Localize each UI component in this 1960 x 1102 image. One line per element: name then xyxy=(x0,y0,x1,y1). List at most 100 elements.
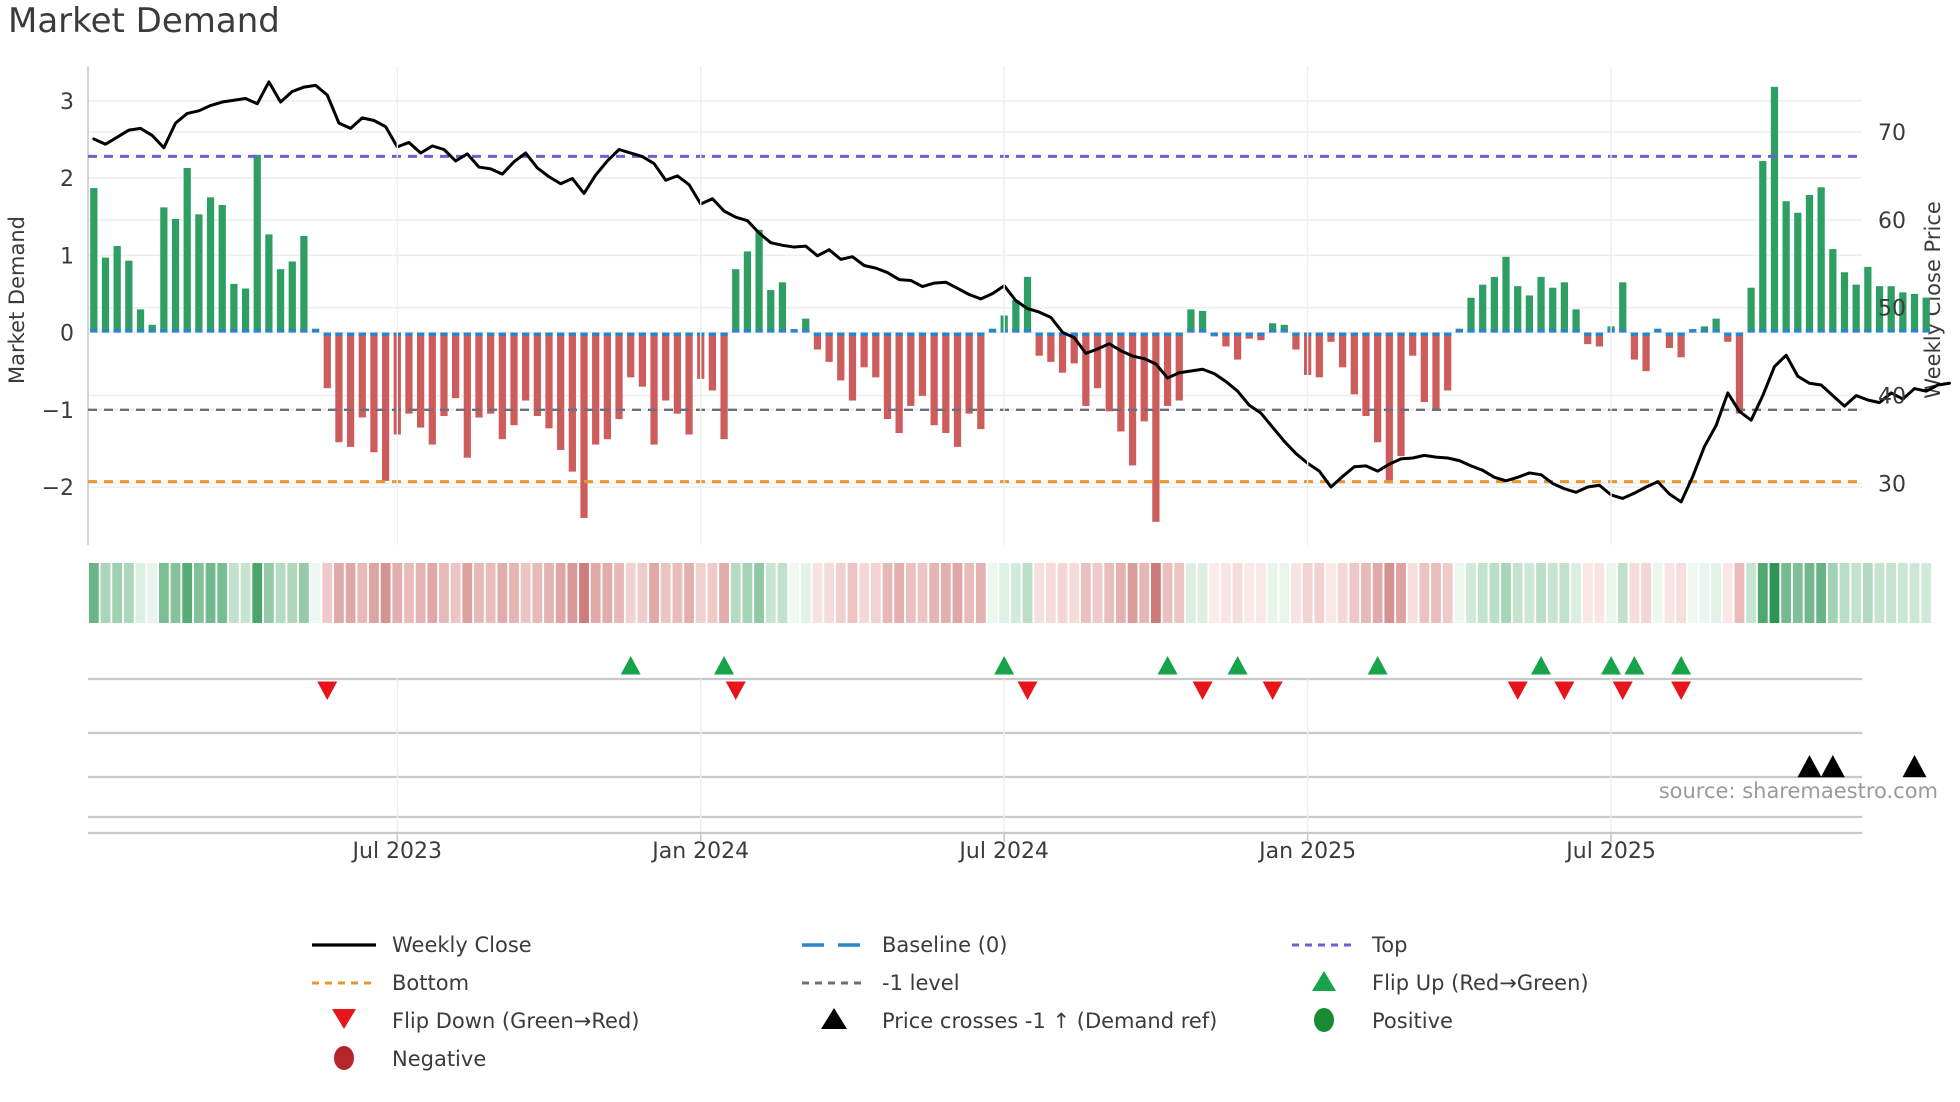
flip-down-marker xyxy=(1507,681,1528,700)
demand-bar xyxy=(1922,297,1930,333)
demand-bar xyxy=(813,332,822,350)
demand-bar xyxy=(148,324,156,333)
heatmap-cell xyxy=(158,563,169,623)
baseline-stub xyxy=(895,332,903,337)
demand-bar xyxy=(615,332,623,420)
heatmap-cell xyxy=(112,563,123,623)
demand-bar xyxy=(1327,332,1335,342)
demand-bar xyxy=(346,332,355,447)
heatmap-cell xyxy=(135,563,146,623)
baseline-stub xyxy=(650,332,658,337)
heatmap-cell xyxy=(147,563,158,623)
heatmap-cell xyxy=(1489,563,1500,623)
demand-bar xyxy=(918,332,927,396)
demand-bar xyxy=(1467,297,1475,333)
baseline-stub xyxy=(90,329,98,333)
demand-bar xyxy=(241,288,250,333)
demand-bar xyxy=(592,332,600,445)
heatmap-cell xyxy=(1407,563,1418,623)
legend-item[interactable]: Bottom xyxy=(312,971,469,995)
demand-bar xyxy=(358,332,366,418)
legend-item[interactable]: Baseline (0) xyxy=(802,933,1007,957)
flip-up-marker xyxy=(1624,656,1645,675)
legend-item[interactable]: Weekly Close xyxy=(312,933,532,957)
baseline-stub xyxy=(1012,329,1020,333)
baseline-stub xyxy=(1467,329,1475,333)
baseline-stub xyxy=(732,329,740,333)
demand-bar xyxy=(1047,332,1055,362)
baseline-stub xyxy=(813,332,822,337)
legend-item[interactable]: Positive xyxy=(1314,1008,1453,1033)
heatmap-cell xyxy=(380,563,391,623)
demand-bar xyxy=(1163,332,1172,406)
heatmap-cell xyxy=(567,563,578,623)
baseline-stub xyxy=(206,329,215,333)
baseline-stub xyxy=(627,332,635,337)
heatmap-cell xyxy=(252,563,263,623)
heatmap-cell xyxy=(870,563,881,623)
demand-bar xyxy=(1549,287,1557,333)
x-tick-label: Jul 2025 xyxy=(1564,839,1656,864)
baseline-stub xyxy=(1817,329,1825,333)
baseline-stub xyxy=(370,332,378,337)
heatmap-cell xyxy=(1221,563,1231,623)
heatmap-cell xyxy=(392,563,403,623)
baseline-stub xyxy=(1128,332,1137,337)
heatmap-cell xyxy=(754,563,764,623)
flip-down-marker xyxy=(1192,681,1213,700)
baseline-stub xyxy=(825,332,833,337)
demand-bar xyxy=(1222,332,1230,347)
legend-item[interactable]: Price crosses -1 ↑ (Demand ref) xyxy=(821,1008,1217,1033)
demand-bar xyxy=(1479,284,1487,333)
heatmap-cell xyxy=(520,563,531,623)
legend-item[interactable]: Flip Down (Green→Red) xyxy=(332,1009,639,1033)
legend-item[interactable]: Flip Up (Red→Green) xyxy=(1312,971,1589,995)
legend-item[interactable]: Top xyxy=(1292,933,1407,957)
demand-bar xyxy=(125,260,133,333)
baseline-stub xyxy=(1444,332,1452,337)
flip-up-marker xyxy=(714,656,735,675)
demand-bar xyxy=(1175,332,1183,401)
demand-bar xyxy=(1082,332,1090,406)
baseline-stub xyxy=(311,329,320,333)
demand-bar xyxy=(1023,276,1032,333)
baseline-stub xyxy=(1362,332,1370,337)
baseline-stub xyxy=(848,332,857,337)
demand-bar xyxy=(965,332,973,414)
right-tick-label: 50 xyxy=(1878,297,1906,322)
heatmap-cell xyxy=(1839,563,1850,623)
legend-item[interactable]: Negative xyxy=(334,1046,486,1071)
baseline-stub xyxy=(1035,332,1043,337)
heatmap-cell xyxy=(1606,563,1616,623)
heatmap-cell xyxy=(1676,563,1686,623)
demand-bar xyxy=(1432,332,1440,410)
demand-bar xyxy=(1198,310,1207,333)
heatmap-cell xyxy=(427,563,438,623)
demand-bar xyxy=(1770,86,1779,333)
demand-bar xyxy=(1817,187,1825,333)
heatmap-cell xyxy=(1687,563,1698,623)
flip-up-marker xyxy=(620,656,641,675)
demand-bar xyxy=(732,269,740,333)
heatmap-cell xyxy=(1279,563,1290,623)
heatmap-cell xyxy=(999,563,1010,623)
baseline-stub xyxy=(1782,329,1790,333)
baseline-stub xyxy=(288,329,296,333)
baseline-stub xyxy=(1374,332,1382,337)
demand-bar xyxy=(1899,292,1907,333)
baseline-stub xyxy=(720,332,728,337)
heatmap-cell xyxy=(1792,563,1803,623)
baseline-stub xyxy=(1864,329,1872,333)
heatmap-cell xyxy=(800,563,811,623)
demand-bar xyxy=(1794,212,1802,333)
heatmap-cell xyxy=(1547,563,1558,623)
source-note: source: sharemaestro.com xyxy=(1659,779,1938,803)
left-tick-label: −1 xyxy=(42,399,74,424)
demand-bar xyxy=(113,246,121,333)
baseline-stub xyxy=(300,329,308,333)
baseline-stub xyxy=(148,329,156,333)
left-tick-label: 2 xyxy=(60,167,74,192)
heatmap-cell xyxy=(310,563,321,623)
legend-item[interactable]: -1 level xyxy=(802,971,960,995)
